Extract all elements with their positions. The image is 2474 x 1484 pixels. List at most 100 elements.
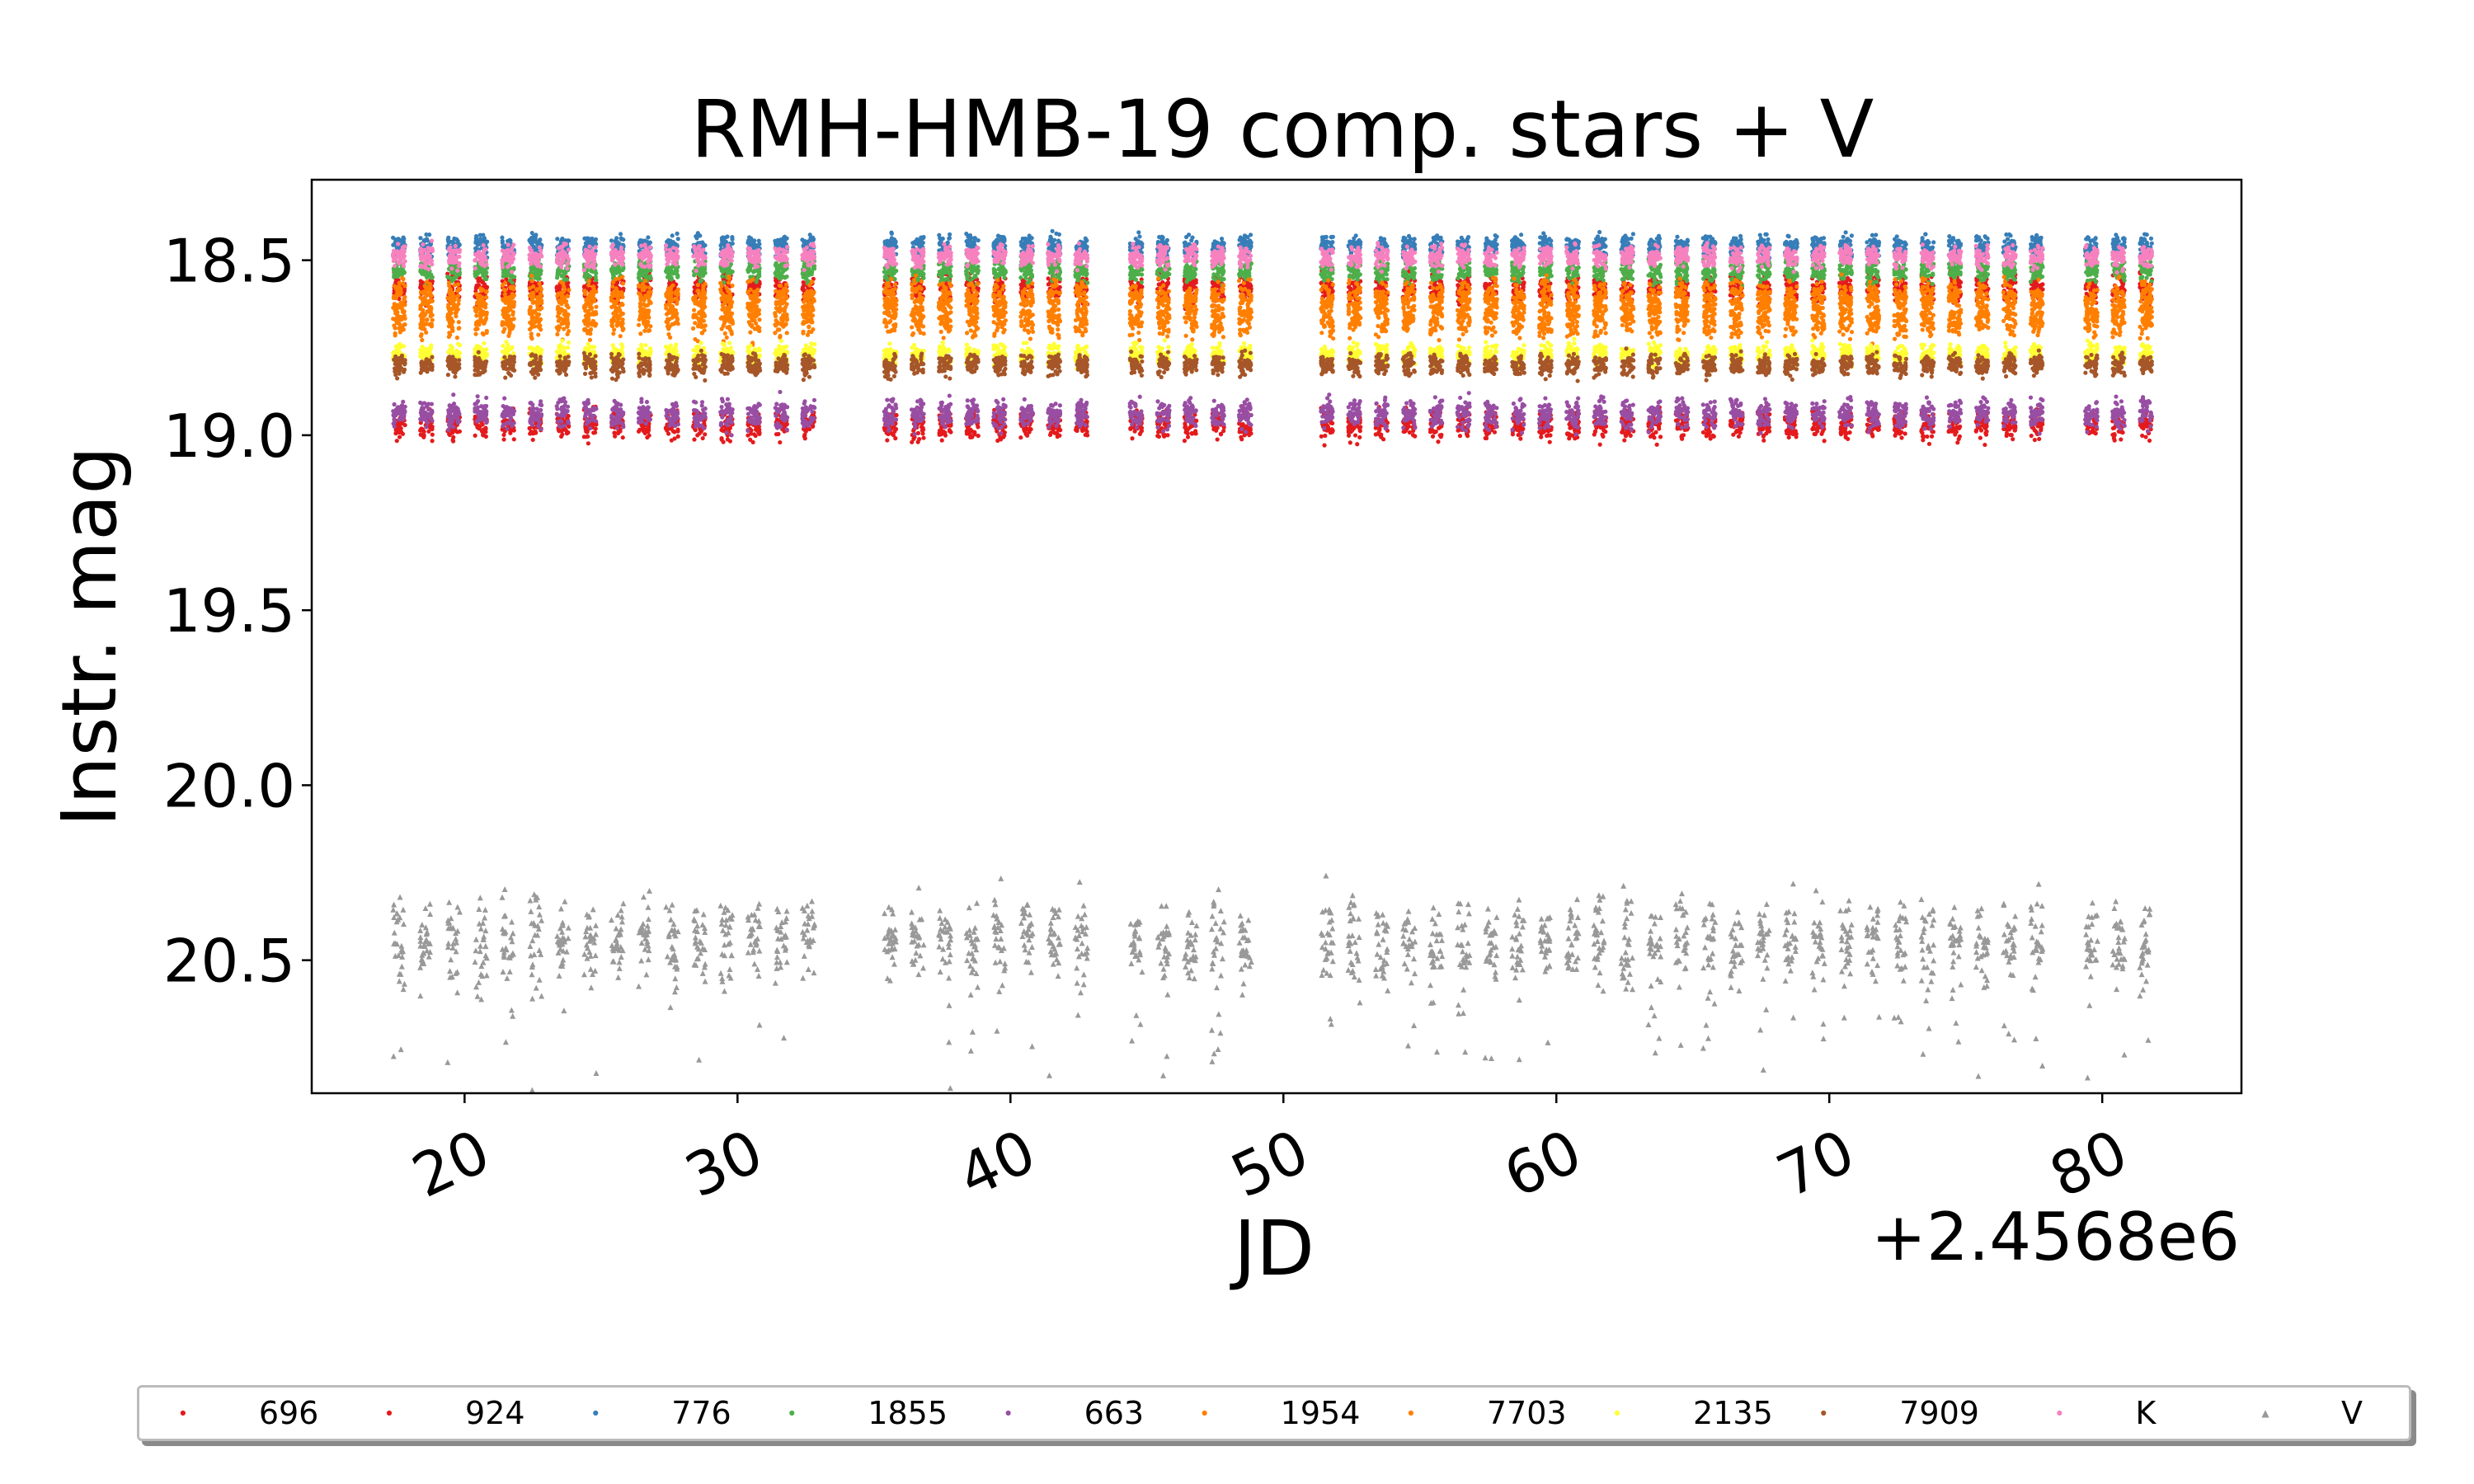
data-point [773,284,778,289]
data-point [1521,284,1526,289]
data-point [1185,431,1190,436]
data-point [508,238,513,243]
data-point [390,235,396,240]
data-point [2039,424,2044,429]
data-point [807,426,812,432]
data-point [393,427,398,433]
data-point [418,428,423,433]
data-point [692,437,697,442]
data-point [647,425,651,430]
data-point [1548,433,1553,438]
data-point [801,284,807,289]
data-point [1786,434,1791,440]
data-point [675,434,680,439]
data-point [1870,434,1875,439]
data-point [1025,433,1030,438]
data-point [1728,423,1733,428]
data-point [430,439,435,444]
data-point [1929,434,1935,439]
data-point [397,424,402,430]
data-point [394,439,399,444]
data-point [2091,430,2096,434]
data-point [1132,429,1137,434]
data-point [1137,431,1142,436]
data-point [1357,429,1362,434]
data-point [559,429,564,434]
data-point [1380,437,1386,442]
data-point [1813,431,1818,437]
data-point [1539,434,1544,439]
data-point [1978,435,1982,440]
data-point [748,437,753,442]
data-point [2011,437,2015,442]
data-point [1982,442,1987,448]
data-point [893,436,898,441]
data-point [1921,438,1926,443]
data-point [976,434,981,439]
data-point [1457,434,1463,439]
data-point [700,435,705,441]
data-point [1510,432,1515,437]
data-point [753,433,758,439]
data-point [527,425,532,431]
data-point [446,240,451,245]
data-point [1957,281,1962,286]
data-point [1058,428,1063,433]
data-point [1764,431,1769,436]
data-point [500,240,505,246]
data-point [1761,438,1766,443]
data-point [555,285,560,291]
data-point [1794,434,1799,439]
data-point [2011,425,2015,430]
data-point [613,434,618,439]
data-point [1492,430,1498,434]
data-point [2037,436,2042,442]
data-point [920,425,925,430]
data-point [2029,433,2034,439]
data-point [1653,430,1658,434]
data-point [1020,279,1026,285]
data-point [1816,425,1821,430]
data-point [1348,286,1353,291]
data-point [1518,436,1523,441]
data-point [1194,418,1199,423]
data-point [1215,437,1220,442]
data-point [1185,427,1190,432]
series-776 [390,228,2154,263]
data-point [1675,426,1680,431]
data-point [1183,285,1188,290]
data-point [1766,426,1771,432]
data-point [641,425,646,430]
data-point [430,424,435,430]
data-point [447,432,452,438]
data-point [527,237,532,242]
data-point [939,438,944,443]
data-point [675,429,680,434]
data-point [1597,442,1602,447]
data-point [1221,429,1226,434]
data-point [1848,278,1853,283]
data-point [943,430,948,435]
data-point [612,430,617,435]
data-point [1897,431,1903,436]
data-point [418,432,423,437]
data-point [1128,425,1133,431]
data-point [474,236,479,241]
data-point [697,431,702,436]
data-point [1002,433,1007,438]
data-point [473,414,477,419]
data-point [721,439,726,444]
data-point [1820,429,1825,434]
data-point [483,426,488,431]
data-point [2091,284,2096,289]
data-point [1352,433,1358,438]
data-point [1515,428,1520,433]
data-point [1377,426,1382,432]
data-point [1539,430,1544,435]
series-696 [392,404,2154,448]
data-point [1323,433,1328,439]
data-point [483,434,488,439]
data-point [1347,427,1352,433]
data-point [915,439,920,444]
data-point [882,427,887,433]
